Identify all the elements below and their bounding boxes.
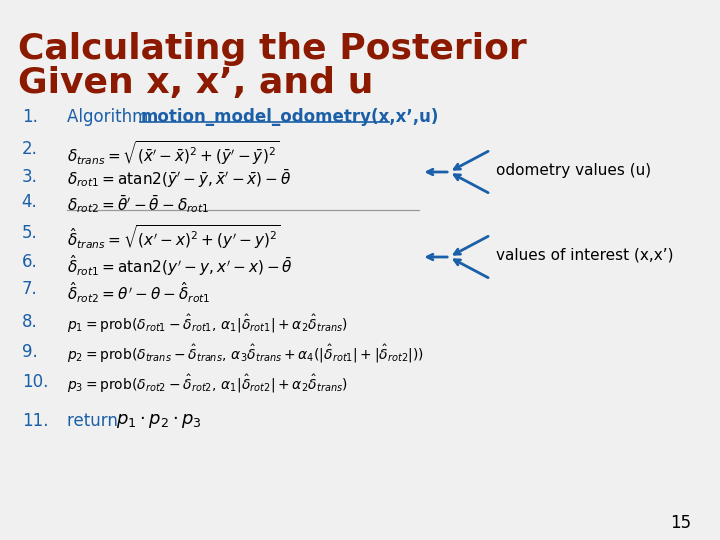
Text: 8.: 8. (22, 313, 37, 331)
Text: odometry values (u): odometry values (u) (497, 163, 652, 178)
Text: motion_model_odometry(x,x’,u): motion_model_odometry(x,x’,u) (140, 108, 438, 126)
Text: $p_1 \cdot p_2 \cdot p_3$: $p_1 \cdot p_2 \cdot p_3$ (117, 412, 202, 430)
Text: 5.: 5. (22, 224, 37, 242)
Text: Given x, x’, and u: Given x, x’, and u (18, 66, 373, 100)
Text: $\hat{\delta}_{rot2} = \theta^{\prime}-\theta-\hat{\delta}_{rot1}$: $\hat{\delta}_{rot2} = \theta^{\prime}-\… (67, 280, 211, 305)
Text: $\delta_{rot2} = \bar{\theta}^{\prime}-\bar{\theta}-\delta_{rot1}$: $\delta_{rot2} = \bar{\theta}^{\prime}-\… (67, 193, 210, 215)
Text: values of interest (x,x’): values of interest (x,x’) (497, 247, 674, 262)
Text: 2.: 2. (22, 140, 37, 158)
Text: $p_2 = \mathrm{prob}(\delta_{trans}-\hat{\delta}_{trans},\,\alpha_3\hat{\delta}_: $p_2 = \mathrm{prob}(\delta_{trans}-\hat… (67, 343, 424, 365)
Text: $p_1 = \mathrm{prob}(\delta_{rot1}-\hat{\delta}_{rot1},\,\alpha_1|\hat{\delta}_{: $p_1 = \mathrm{prob}(\delta_{rot1}-\hat{… (67, 313, 348, 335)
Text: 9.: 9. (22, 343, 37, 361)
Text: 15: 15 (670, 514, 691, 532)
Text: return: return (67, 412, 128, 430)
Text: 6.: 6. (22, 253, 37, 271)
Text: 10.: 10. (22, 373, 48, 391)
Text: $\hat{\delta}_{trans} = \sqrt{(x^{\prime}-x)^2+(y^{\prime}-y)^2}$: $\hat{\delta}_{trans} = \sqrt{(x^{\prime… (67, 224, 281, 252)
Text: 3.: 3. (22, 168, 37, 186)
Text: 7.: 7. (22, 280, 37, 298)
Text: 4.: 4. (22, 193, 37, 211)
Text: $\delta_{trans} = \sqrt{(\bar{x}^{\prime}-\bar{x})^2+(\bar{y}^{\prime}-\bar{y})^: $\delta_{trans} = \sqrt{(\bar{x}^{\prime… (67, 140, 279, 167)
Text: $\delta_{rot1} = \mathrm{atan2}(\bar{y}^{\prime}-\bar{y},\bar{x}^{\prime}-\bar{x: $\delta_{rot1} = \mathrm{atan2}(\bar{y}^… (67, 168, 292, 190)
Text: $p_3 = \mathrm{prob}(\delta_{rot2}-\hat{\delta}_{rot2},\,\alpha_1|\hat{\delta}_{: $p_3 = \mathrm{prob}(\delta_{rot2}-\hat{… (67, 373, 348, 395)
Text: $\hat{\delta}_{rot1} = \mathrm{atan2}(y^{\prime}-y,x^{\prime}-x)-\bar{\theta}$: $\hat{\delta}_{rot1} = \mathrm{atan2}(y^… (67, 253, 293, 278)
Text: 1.: 1. (22, 108, 37, 126)
Text: Algorithm: Algorithm (67, 108, 159, 126)
Text: 11.: 11. (22, 412, 48, 430)
Text: Calculating the Posterior: Calculating the Posterior (18, 32, 526, 66)
